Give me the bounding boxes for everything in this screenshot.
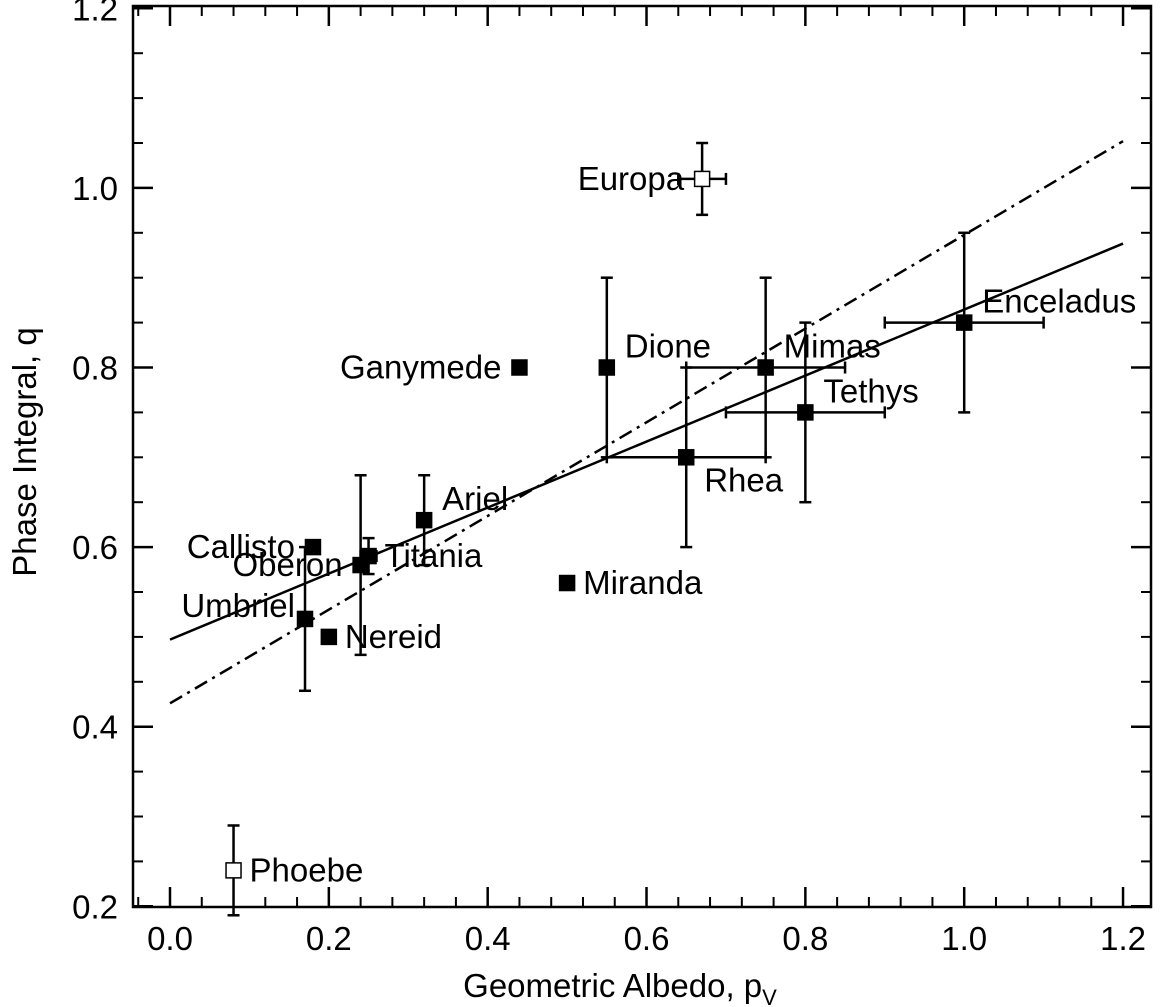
point-marker-ganymede <box>511 359 528 376</box>
point-marker-miranda <box>558 574 576 592</box>
point-label-umbriel: Umbriel <box>181 587 295 624</box>
point-marker-enceladus <box>955 314 973 331</box>
point-label-dione: Dione <box>625 328 711 365</box>
point-label-rhea: Rhea <box>704 461 784 498</box>
y-tick-label: 0.2 <box>72 888 118 925</box>
point-label-phoebe: Phoebe <box>250 851 364 888</box>
point-label-tethys: Tethys <box>823 372 918 409</box>
point-marker-europa <box>693 170 711 188</box>
dash-dot-fit-line <box>169 140 1124 705</box>
point-label-titania: Titania <box>385 537 483 574</box>
y-tick-label: 0.4 <box>72 709 118 746</box>
y-tick-label: 0.8 <box>72 350 118 387</box>
data-points <box>225 170 973 879</box>
point-label-callisto: Callisto <box>187 528 295 565</box>
y-tick-label: 1.0 <box>72 170 118 207</box>
point-marker-umbriel <box>296 610 314 628</box>
point-marker-nereid <box>320 628 338 646</box>
axes: 0.0 0.2 0.4 0.6 0.8 1.0 1.2 0.2 0.4 0.6 0.8 1.0 1.2 <box>72 0 1153 957</box>
point-label-mimas: Mimas <box>784 328 881 365</box>
point-marker-oberon <box>352 556 369 574</box>
x-axis-title-main: Geometric Albedo, p <box>463 967 762 1004</box>
point-marker-tethys <box>797 404 814 421</box>
point-marker-rhea <box>677 449 695 466</box>
x-tick-label: 0.8 <box>782 920 828 957</box>
point-marker-mimas <box>757 359 774 376</box>
point-label-oberon: Oberon <box>233 546 343 583</box>
point-label-enceladus: Enceladus <box>982 283 1136 320</box>
x-tick-label: 0.4 <box>465 920 511 957</box>
point-label-miranda: Miranda <box>583 564 703 601</box>
point-marker-ariel <box>415 511 433 529</box>
x-axis-title: Geometric Albedo, pV <box>463 967 777 1007</box>
x-tick-label: 0.2 <box>306 920 352 957</box>
x-tick-label: 0.0 <box>147 920 193 957</box>
y-axis-title: Phase Integral, q <box>6 327 43 577</box>
x-axis-title-subscript: V <box>762 985 777 1007</box>
point-marker-callisto <box>304 538 322 556</box>
point-label-ariel: Ariel <box>442 480 508 517</box>
point-label-europa: Europa <box>578 160 685 197</box>
point-marker-dione <box>598 359 616 376</box>
point-label-ganymede: Ganymede <box>340 349 501 386</box>
point-label-nereid: Nereid <box>345 618 442 655</box>
x-tick-label: 0.6 <box>624 920 670 957</box>
x-tick-label: 1.0 <box>941 920 987 957</box>
y-tick-label: 0.6 <box>72 529 118 566</box>
point-marker-phoebe <box>225 862 242 879</box>
point-labels: Europa Enceladus Dione Ganymede Mimas Tethys R… <box>181 160 1136 888</box>
x-tick-label: 1.2 <box>1100 920 1146 957</box>
y-tick-label: 1.2 <box>72 0 118 27</box>
